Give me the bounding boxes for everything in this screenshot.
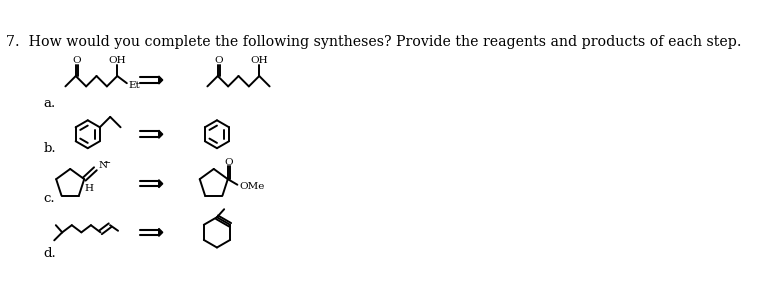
Text: H: H	[84, 184, 93, 193]
Polygon shape	[159, 180, 163, 188]
Text: d.: d.	[44, 247, 57, 260]
Text: N: N	[99, 161, 108, 170]
Text: O: O	[224, 158, 233, 167]
Text: 7.  How would you complete the following syntheses? Provide the reagents and pro: 7. How would you complete the following …	[5, 34, 741, 49]
Text: O: O	[72, 56, 81, 65]
Text: OH: OH	[251, 56, 268, 65]
Text: Et: Et	[128, 81, 140, 90]
Text: b.: b.	[44, 142, 56, 155]
Polygon shape	[159, 228, 163, 236]
Text: O: O	[214, 56, 223, 65]
Text: c.: c.	[44, 191, 55, 204]
Text: −: −	[103, 159, 111, 168]
Text: a.: a.	[44, 98, 56, 111]
Polygon shape	[159, 76, 163, 84]
Polygon shape	[159, 130, 163, 138]
Text: OMe: OMe	[239, 182, 264, 191]
Text: OH: OH	[109, 56, 126, 65]
